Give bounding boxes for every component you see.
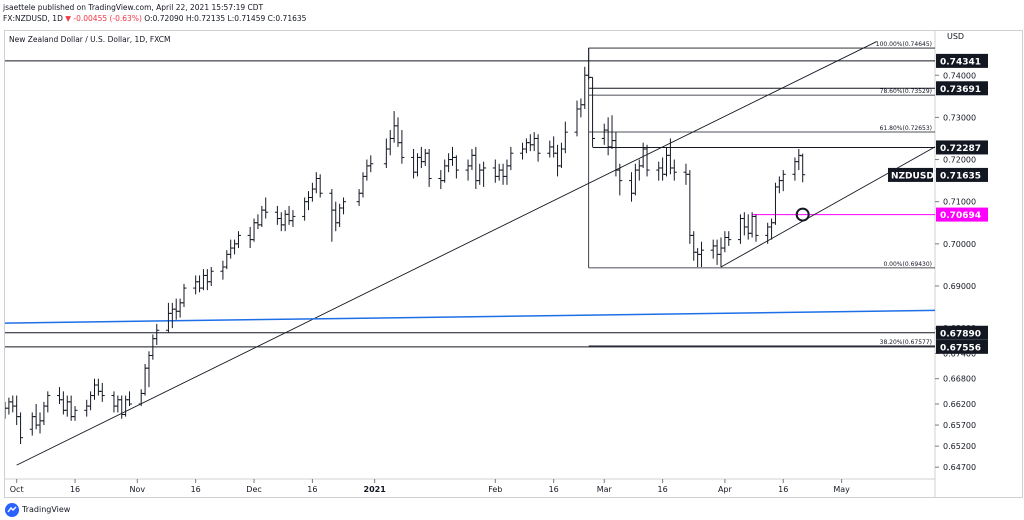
circle-marker xyxy=(795,207,810,222)
trendline xyxy=(5,309,936,324)
price-chart[interactable]: 0.74000 0.73000 0.72000 0.71000 0.70000 0.690… xyxy=(4,30,1023,498)
change-label: ▼ -0.00455 (-0.63%) xyxy=(65,14,142,23)
x-tick-label: Dec xyxy=(246,485,261,494)
y-tick-label: 0.71000 xyxy=(943,198,976,207)
publish-header: jsaettele published on TradingView.com, … xyxy=(0,0,1024,30)
fib-level-label: 38.20%(0.67577) xyxy=(880,339,932,346)
footer-bar xyxy=(0,500,1024,520)
price-tag-label: 0.72287 xyxy=(940,144,981,154)
y-tick-label: 0.70000 xyxy=(943,240,976,249)
ohlc-label: O:0.72090 H:0.72135 L:0.71459 C:0.71635 xyxy=(144,14,307,23)
symbol-tag-label: NZDUSD xyxy=(891,171,934,181)
x-tick-label: 16 xyxy=(70,485,80,494)
price-tag-label: 0.70694 xyxy=(940,211,981,221)
trendline xyxy=(16,41,877,466)
symbol-tag-box xyxy=(888,167,933,182)
x-tick-label: Nov xyxy=(129,485,145,494)
price-tag-label: 0.73691 xyxy=(940,85,981,95)
price-tag-box xyxy=(936,339,988,354)
trendline xyxy=(720,146,936,268)
y-tick-label: 0.65700 xyxy=(943,421,976,430)
tradingview-logo-text[interactable]: TradingView xyxy=(22,505,71,514)
price-tag-box xyxy=(936,167,988,182)
price-tag-box xyxy=(936,325,988,340)
price-tag-label: 0.71635 xyxy=(940,171,981,181)
y-tick-label: 0.73000 xyxy=(943,113,976,122)
price-tag-box xyxy=(936,53,988,68)
y-tick-label: 0.69000 xyxy=(943,282,976,291)
y-tick-label: 0.67400 xyxy=(943,349,976,358)
fib-level-label: 78.60%(0.73529) xyxy=(880,88,932,95)
x-tick-label: Mar xyxy=(597,485,613,494)
chart-canvas[interactable]: 0.74000 0.73000 0.72000 0.71000 0.70000 0.690… xyxy=(5,31,1023,498)
y-tick-label: 0.65200 xyxy=(943,442,976,451)
price-tag-box xyxy=(936,207,988,222)
fib-level-label: 0.00%(0.69430) xyxy=(883,261,932,268)
x-tick-label: 16 xyxy=(549,485,559,494)
x-tick-label: 16 xyxy=(658,485,668,494)
chart-title: New Zealand Dollar / U.S. Dollar, 1D, FX… xyxy=(9,35,171,44)
price-tag-label: 0.67890 xyxy=(940,329,981,339)
tradingview-logo-icon[interactable] xyxy=(5,503,19,517)
price-tag-label: 0.74341 xyxy=(940,57,981,67)
y-tick-label: 0.64700 xyxy=(943,463,976,472)
x-tick-label: Apr xyxy=(718,485,733,494)
publish-info: jsaettele published on TradingView.com, … xyxy=(3,3,264,12)
x-tick-label: 16 xyxy=(191,485,201,494)
x-tick-label: 16 xyxy=(778,485,788,494)
y-tick-label: 0.74000 xyxy=(943,71,976,80)
fib-level-label: 100.00%(0.74645) xyxy=(876,41,932,48)
y-tick-label: 0.66800 xyxy=(943,375,976,384)
symbol-info: FX:NZDUSD, 1D ▼ -0.00455 (-0.63%) O:0.72… xyxy=(3,14,306,23)
y-tick-label: 0.66200 xyxy=(943,400,976,409)
price-tag-box xyxy=(936,140,988,155)
currency-label: USD xyxy=(947,32,964,41)
x-tick-label: 16 xyxy=(307,485,317,494)
fib-level-label: 61.80%(0.72653) xyxy=(880,125,932,132)
x-tick-label: 2021 xyxy=(364,485,387,494)
y-tick-label: 0.72000 xyxy=(943,156,976,165)
price-tag-box xyxy=(936,81,988,96)
x-tick-label: Oct xyxy=(10,485,24,494)
price-tag-label: 0.67556 xyxy=(940,343,981,353)
symbol-label: FX:NZDUSD, 1D xyxy=(3,14,63,23)
x-tick-label: May xyxy=(833,485,850,494)
x-tick-label: Feb xyxy=(488,485,502,494)
